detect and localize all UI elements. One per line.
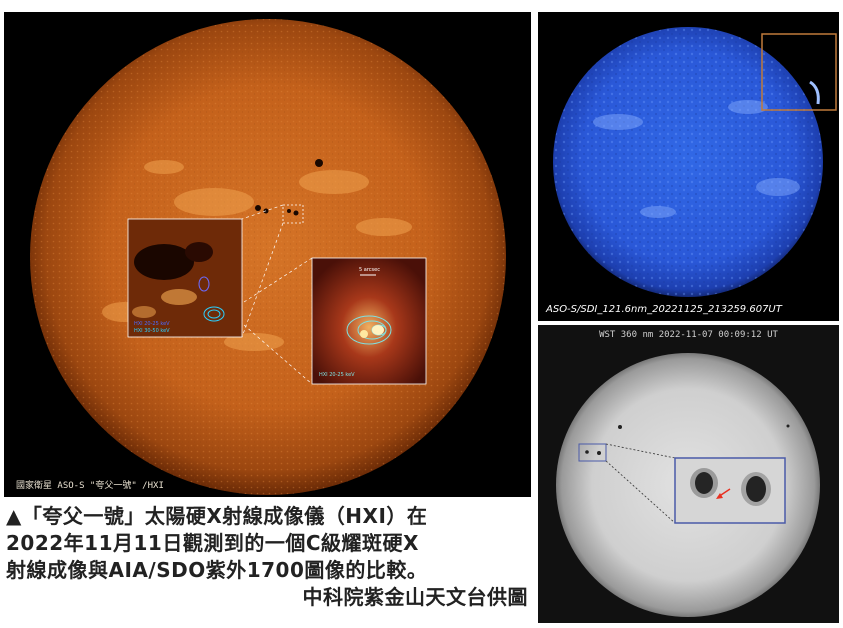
zoom-inset	[674, 457, 786, 524]
solar-image-lyman-alpha: ASO-S/SDI_121.6nm_20221125_213259.607UT	[538, 12, 839, 321]
prominence	[809, 80, 820, 105]
image-credit: 國家衛星 ASO-S "夸父一號" /HXI	[16, 481, 164, 491]
region-box	[282, 204, 304, 224]
region-box	[578, 443, 607, 462]
aia-inset: HXI 20-25 keV HXI 30-50 keV	[127, 218, 243, 338]
white-sun-figure	[556, 353, 820, 617]
caption-line-1: ▲「夸父一號」太陽硬X射線成像儀（HXI）在	[6, 504, 428, 528]
figure-caption: ▲「夸父一號」太陽硬X射線成像儀（HXI）在 2022年11月11日觀測到的一個…	[6, 503, 534, 611]
blue-sun-figure	[553, 27, 837, 297]
caption-line-3: 射線成像與AIA/SDO紫外1700圖像的比較。	[6, 558, 428, 582]
scale-label: 5 arcsec	[359, 267, 380, 273]
image-credit: ASO-S/SDI_121.6nm_20221125_213259.607UT	[546, 304, 782, 315]
solar-image-white-light: WST 360 nm 2022-11-07 00:09:12 UT	[538, 325, 839, 623]
solar-image-hxi-aia: HXI 20-25 keV HXI 30-50 keV 5 arcsec HXI…	[4, 12, 531, 497]
inset-label-3: HXI 20-25 keV	[319, 372, 355, 378]
inset-label-2: HXI 30-50 keV	[134, 328, 170, 334]
image-credit: WST 360 nm 2022-11-07 00:09:12 UT	[599, 330, 778, 340]
sunspots	[255, 159, 323, 216]
inset-label-1: HXI 20-25 keV	[134, 321, 170, 327]
hxi-inset: 5 arcsec HXI 20-25 keV	[311, 257, 427, 385]
region-box	[761, 33, 837, 111]
caption-credit: 中科院紫金山天文台供圖	[302, 585, 528, 609]
orange-sun-figure: HXI 20-25 keV HXI 30-50 keV 5 arcsec HXI…	[30, 19, 506, 495]
sunspots	[585, 424, 790, 455]
caption-line-2: 2022年11月11日觀測到的一個C級耀斑硬X	[6, 531, 419, 555]
